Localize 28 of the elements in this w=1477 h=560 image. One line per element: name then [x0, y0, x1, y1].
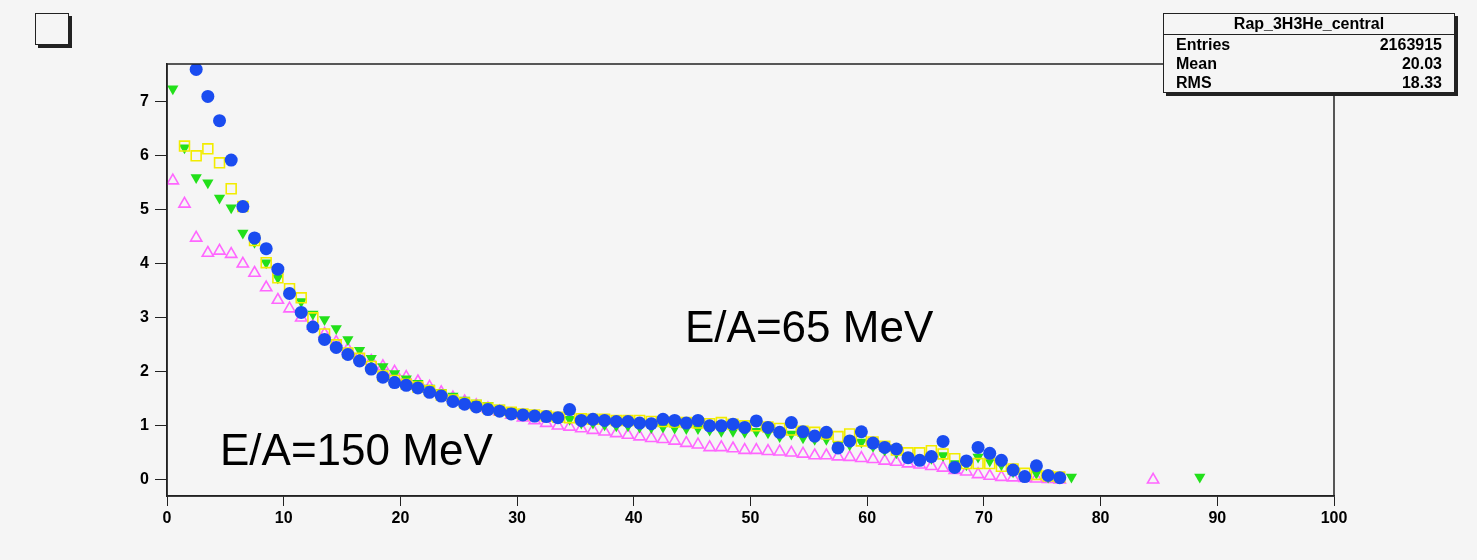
y-tick-label: 5	[140, 200, 150, 218]
y-tick-label: 4	[140, 254, 150, 272]
y-tick-label: 7	[140, 92, 150, 110]
x-tick-label: 60	[858, 509, 877, 527]
annotation: Mean	[1176, 54, 1217, 73]
x-tick-label: 50	[741, 509, 760, 527]
text: 18.33	[1401, 73, 1442, 92]
x-tick-label: 20	[391, 509, 410, 527]
text: Entries	[1176, 35, 1231, 54]
y-tick-label: 3	[140, 308, 150, 326]
text: 2163915	[1379, 35, 1442, 54]
annotation: E/A=65 MeV	[685, 302, 934, 351]
annotation: RMS	[1176, 73, 1212, 92]
text: 20.03	[1401, 54, 1442, 73]
y-tick-label: 1	[140, 416, 150, 434]
annotation: E/A=150 MeV	[220, 425, 493, 474]
y-tick-label: 2	[140, 362, 150, 380]
x-tick-label: 10	[274, 509, 293, 527]
x-tick-label: 90	[1208, 509, 1227, 527]
x-tick-label: 80	[1091, 509, 1110, 527]
x-tick-label: 30	[508, 509, 527, 527]
y-tick-label: 6	[140, 146, 150, 164]
text: Rap_3H3He_central	[1164, 14, 1454, 35]
y-tick-label: 0	[140, 470, 150, 488]
x-tick-label: 0	[162, 509, 172, 527]
x-tick-label: 70	[975, 509, 993, 527]
x-tick-label: 100	[1320, 509, 1348, 527]
x-tick-label: 40	[624, 509, 643, 527]
